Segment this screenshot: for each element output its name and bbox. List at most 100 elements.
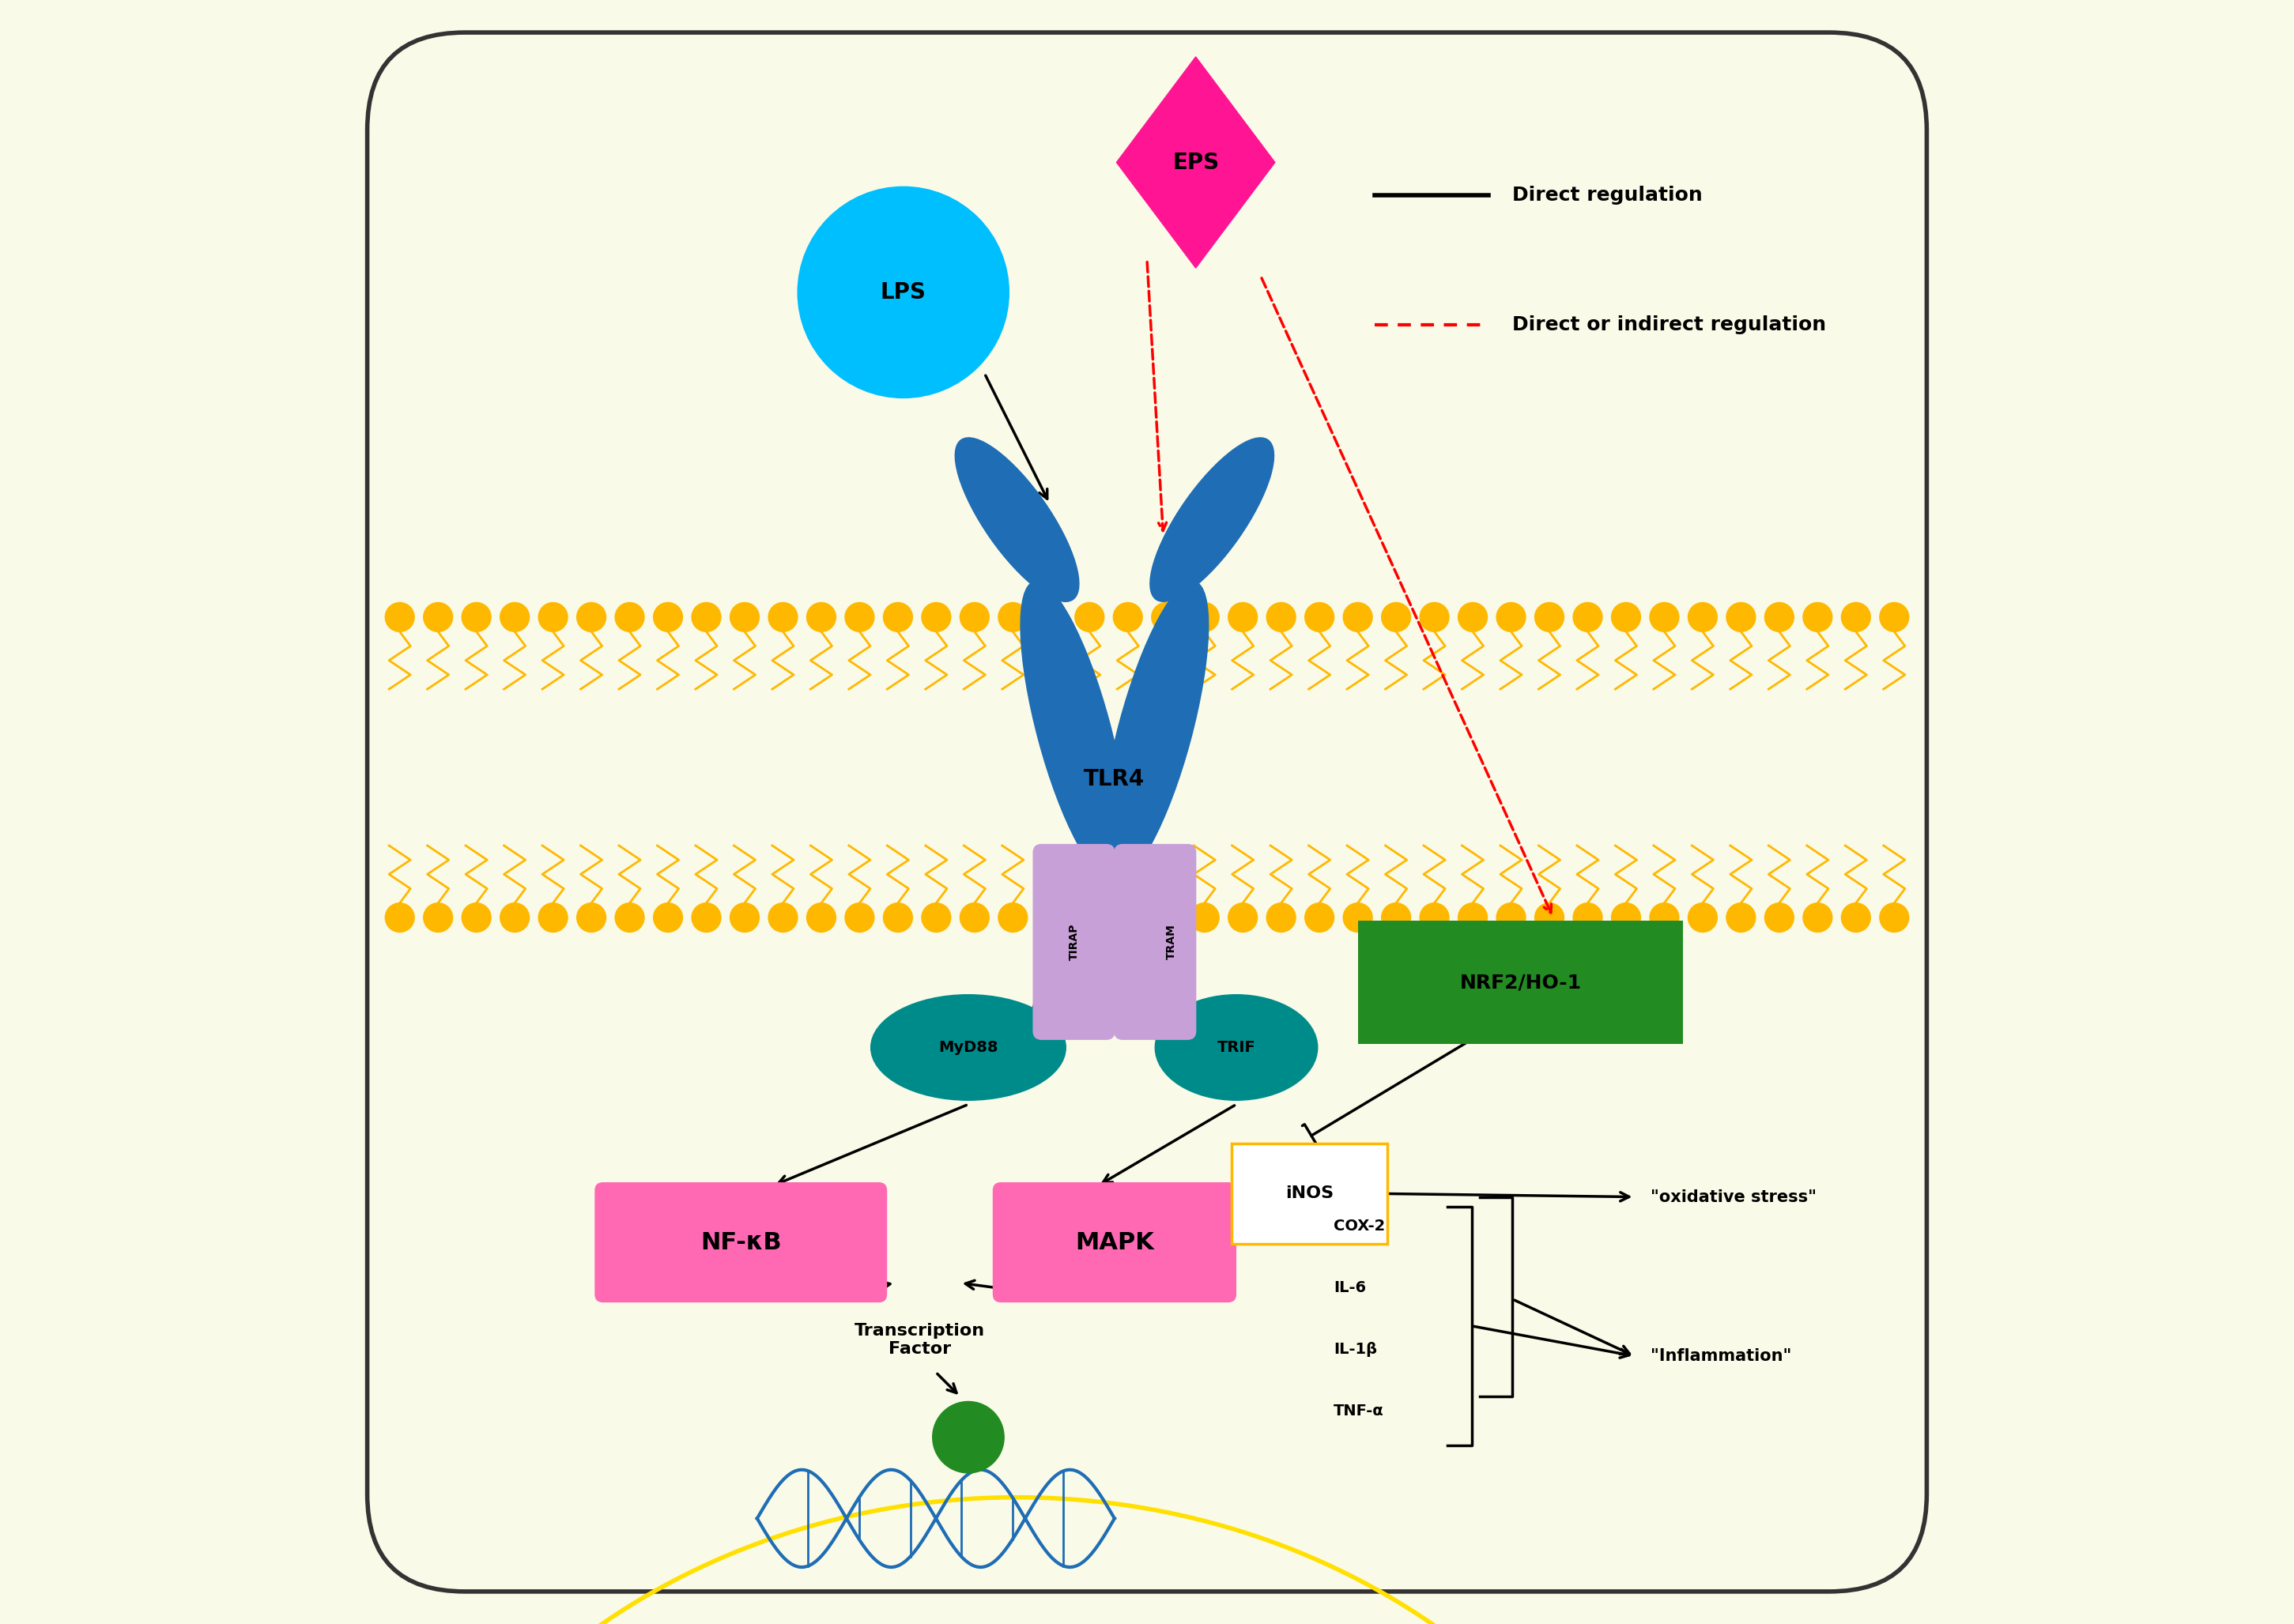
Circle shape [1688, 903, 1718, 932]
Text: "Inflammation": "Inflammation" [1652, 1348, 1792, 1364]
Circle shape [798, 187, 1009, 398]
Circle shape [1535, 603, 1565, 632]
Circle shape [1803, 903, 1833, 932]
Ellipse shape [954, 438, 1078, 601]
Circle shape [1842, 603, 1870, 632]
Circle shape [934, 1402, 1005, 1473]
Circle shape [500, 603, 530, 632]
Circle shape [1649, 903, 1679, 932]
Circle shape [1037, 903, 1067, 932]
Circle shape [385, 603, 415, 632]
Circle shape [1152, 903, 1181, 932]
Text: TRIF: TRIF [1218, 1039, 1255, 1056]
Circle shape [1266, 903, 1296, 932]
Circle shape [1879, 603, 1909, 632]
Circle shape [693, 903, 720, 932]
Circle shape [1764, 903, 1794, 932]
Circle shape [1496, 603, 1526, 632]
Text: NRF2/HO-1: NRF2/HO-1 [1459, 973, 1581, 992]
Circle shape [1420, 903, 1450, 932]
Circle shape [1152, 603, 1181, 632]
Circle shape [1879, 903, 1909, 932]
FancyBboxPatch shape [1232, 1143, 1388, 1244]
Circle shape [576, 903, 606, 932]
Circle shape [1649, 603, 1679, 632]
Text: Direct regulation: Direct regulation [1512, 185, 1702, 205]
Polygon shape [1117, 57, 1275, 268]
Circle shape [461, 603, 491, 632]
Circle shape [1344, 903, 1372, 932]
Text: Transcription
Factor: Transcription Factor [853, 1322, 984, 1358]
Circle shape [1574, 903, 1601, 932]
Circle shape [883, 603, 913, 632]
Text: EPS: EPS [1172, 151, 1218, 174]
Text: "oxidative stress": "oxidative stress" [1652, 1189, 1817, 1205]
FancyBboxPatch shape [1032, 844, 1115, 1039]
Circle shape [998, 903, 1028, 932]
Circle shape [1266, 603, 1296, 632]
Circle shape [1459, 603, 1487, 632]
Circle shape [539, 903, 567, 932]
Circle shape [1305, 903, 1335, 932]
Circle shape [1381, 903, 1411, 932]
FancyBboxPatch shape [1358, 921, 1684, 1044]
Circle shape [1113, 603, 1142, 632]
FancyBboxPatch shape [594, 1182, 888, 1302]
Text: IL-1β: IL-1β [1333, 1341, 1376, 1358]
Circle shape [461, 903, 491, 932]
Circle shape [807, 603, 835, 632]
Text: NF-κB: NF-κB [700, 1231, 782, 1254]
Circle shape [807, 903, 835, 932]
Circle shape [385, 903, 415, 932]
Text: Direct or indirect regulation: Direct or indirect regulation [1512, 315, 1826, 335]
Circle shape [1574, 603, 1601, 632]
Circle shape [844, 903, 874, 932]
FancyBboxPatch shape [1115, 844, 1195, 1039]
Text: IL-6: IL-6 [1333, 1280, 1367, 1296]
Circle shape [1535, 903, 1565, 932]
Text: COX-2: COX-2 [1333, 1218, 1386, 1234]
Circle shape [1459, 903, 1487, 932]
Text: MyD88: MyD88 [938, 1039, 998, 1056]
Circle shape [729, 603, 759, 632]
Circle shape [500, 903, 530, 932]
Circle shape [1191, 903, 1218, 932]
Circle shape [1305, 603, 1335, 632]
Circle shape [959, 903, 989, 932]
Circle shape [1727, 903, 1755, 932]
Circle shape [654, 603, 684, 632]
Circle shape [959, 603, 989, 632]
Circle shape [1076, 603, 1103, 632]
Circle shape [1381, 603, 1411, 632]
Circle shape [768, 603, 798, 632]
Circle shape [1610, 603, 1640, 632]
Circle shape [1344, 603, 1372, 632]
Circle shape [1076, 903, 1103, 932]
Circle shape [693, 603, 720, 632]
Circle shape [883, 903, 913, 932]
Circle shape [1842, 903, 1870, 932]
Circle shape [1610, 903, 1640, 932]
Circle shape [1227, 903, 1257, 932]
Ellipse shape [1156, 994, 1317, 1101]
Text: TIRAP: TIRAP [1069, 924, 1080, 960]
Text: TLR4: TLR4 [1085, 768, 1145, 791]
Circle shape [729, 903, 759, 932]
Circle shape [1191, 603, 1218, 632]
Circle shape [1496, 903, 1526, 932]
Circle shape [654, 903, 684, 932]
Circle shape [424, 603, 452, 632]
Circle shape [1764, 603, 1794, 632]
Ellipse shape [872, 994, 1067, 1101]
Circle shape [1037, 603, 1067, 632]
Text: TNF-α: TNF-α [1333, 1403, 1383, 1419]
Text: LPS: LPS [881, 281, 927, 304]
Circle shape [424, 903, 452, 932]
Circle shape [922, 903, 950, 932]
Circle shape [922, 603, 950, 632]
Circle shape [615, 903, 645, 932]
FancyBboxPatch shape [993, 1182, 1236, 1302]
Ellipse shape [1101, 581, 1209, 880]
Text: iNOS: iNOS [1285, 1186, 1333, 1202]
Text: MAPK: MAPK [1076, 1231, 1154, 1254]
